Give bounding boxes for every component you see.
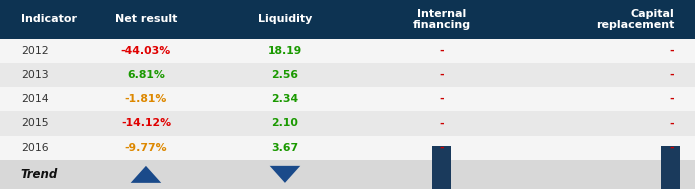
- Text: 2015: 2015: [21, 119, 49, 128]
- Text: 2013: 2013: [21, 70, 49, 80]
- Text: -: -: [439, 46, 443, 56]
- Text: 18.19: 18.19: [268, 46, 302, 56]
- Text: Liquidity: Liquidity: [258, 14, 312, 24]
- Text: -: -: [669, 46, 674, 56]
- Text: 2014: 2014: [21, 94, 49, 104]
- Text: -: -: [439, 119, 443, 128]
- Text: 2.34: 2.34: [271, 94, 299, 104]
- Bar: [0, 87, 695, 111]
- Text: 2.56: 2.56: [272, 70, 298, 80]
- Text: -9.77%: -9.77%: [124, 143, 167, 153]
- Bar: [432, 146, 451, 189]
- Text: Capital
replacement: Capital replacement: [596, 9, 674, 30]
- Text: 6.81%: 6.81%: [127, 70, 165, 80]
- Polygon shape: [131, 166, 161, 183]
- Text: -: -: [439, 143, 443, 153]
- Text: -: -: [669, 70, 674, 80]
- Text: -: -: [669, 119, 674, 128]
- Text: 2.10: 2.10: [272, 119, 298, 128]
- Text: Trend: Trend: [21, 168, 58, 181]
- Text: -1.81%: -1.81%: [125, 94, 167, 104]
- Text: -14.12%: -14.12%: [121, 119, 171, 128]
- Bar: [0, 160, 695, 189]
- Text: 2016: 2016: [21, 143, 49, 153]
- Text: Net result: Net result: [115, 14, 177, 24]
- Text: -: -: [669, 94, 674, 104]
- Bar: [0, 39, 695, 63]
- Text: Internal
financing: Internal financing: [412, 9, 471, 30]
- Text: -: -: [439, 70, 443, 80]
- Text: -44.03%: -44.03%: [121, 46, 171, 56]
- Bar: [0, 111, 695, 136]
- Text: -: -: [439, 94, 443, 104]
- Bar: [0, 136, 695, 160]
- Text: 2012: 2012: [21, 46, 49, 56]
- Text: 3.67: 3.67: [271, 143, 299, 153]
- Polygon shape: [270, 166, 300, 183]
- Bar: [0, 63, 695, 87]
- Bar: [0, 0, 695, 39]
- Text: -: -: [669, 143, 674, 153]
- Bar: [661, 146, 680, 189]
- Text: Indicator: Indicator: [21, 14, 77, 24]
